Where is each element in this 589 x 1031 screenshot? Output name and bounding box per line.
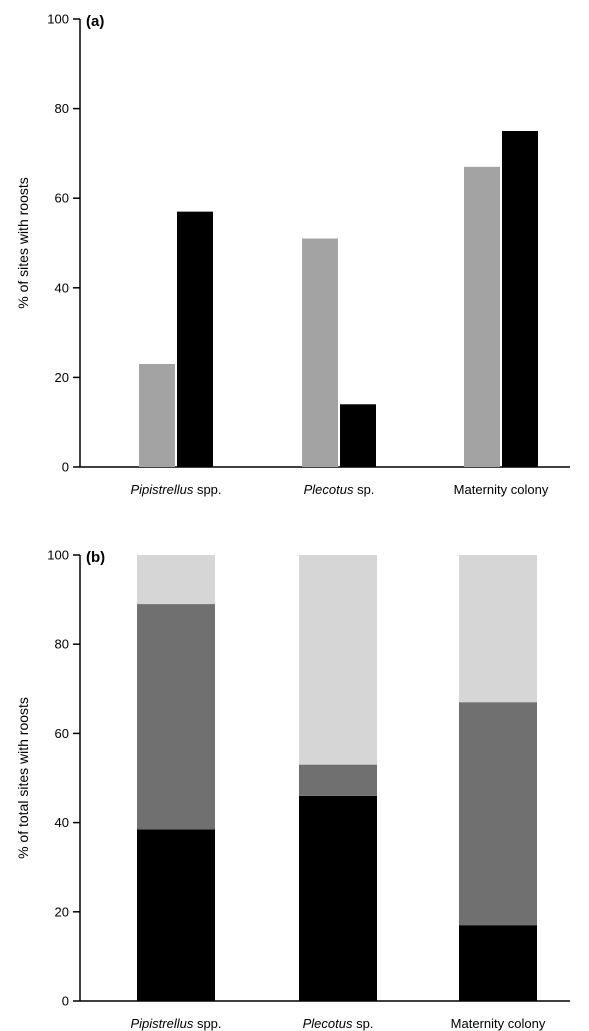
- bar-segment: [299, 795, 377, 1001]
- y-tick-label: 60: [55, 191, 69, 206]
- category-label-text: Maternity colony: [451, 1016, 546, 1031]
- bar: [177, 211, 213, 467]
- category-label: Maternity colony: [454, 482, 549, 497]
- bar-segment: [299, 764, 377, 796]
- y-tick-label: 80: [55, 637, 69, 652]
- y-tick-label: 0: [62, 994, 69, 1009]
- bar-segment: [137, 555, 215, 605]
- y-tick-label: 100: [47, 12, 69, 27]
- y-tick-label: 20: [55, 370, 69, 385]
- y-tick-label: 60: [55, 726, 69, 741]
- category-label: Plecotus sp.: [303, 1016, 374, 1031]
- bar: [302, 238, 338, 467]
- bar-segment: [459, 702, 537, 926]
- category-label-italic: Pipistrellus: [130, 1016, 193, 1031]
- bar: [139, 363, 175, 467]
- bar-segment: [137, 604, 215, 830]
- category-label-italic: Plecotus: [303, 1016, 353, 1031]
- bar: [464, 166, 500, 467]
- y-tick-label: 100: [47, 548, 69, 563]
- y-tick-label: 0: [62, 460, 69, 475]
- panel-1: 0 20 40 60 80 100 % of total sites with roosts…: [15, 548, 570, 1031]
- panel-label: (b): [86, 549, 105, 566]
- y-tick-label: 20: [55, 904, 69, 919]
- panel-0: 0 20 40 60 80 100 % of sites with roosts (a) Pip…: [15, 12, 570, 497]
- category-label: Plecotus sp.: [304, 482, 375, 497]
- category-label-italic: Pipistrellus: [130, 482, 193, 497]
- category-label: Pipistrellus spp.: [130, 1016, 221, 1031]
- bar-segment: [299, 555, 377, 765]
- bar: [340, 404, 376, 467]
- bar-segment: [459, 925, 537, 1001]
- category-label: Pipistrellus spp.: [130, 482, 221, 497]
- bar: [502, 131, 538, 467]
- category-label-italic: Plecotus: [304, 482, 354, 497]
- y-axis-title: % of sites with roosts: [15, 177, 31, 309]
- category-label-text: spp.: [193, 482, 221, 497]
- y-axis-title: % of total sites with roosts: [15, 697, 31, 859]
- y-tick-label: 80: [55, 101, 69, 116]
- category-label-text: sp.: [353, 482, 374, 497]
- category-label-text: spp.: [193, 1016, 221, 1031]
- y-tick-label: 40: [55, 815, 69, 830]
- category-label: Maternity colony: [451, 1016, 546, 1031]
- bar-segment: [459, 555, 537, 703]
- category-label-text: Maternity colony: [454, 482, 549, 497]
- y-tick-label: 40: [55, 280, 69, 295]
- bar-segment: [137, 829, 215, 1001]
- category-label-text: sp.: [352, 1016, 373, 1031]
- panel-label: (a): [86, 13, 104, 30]
